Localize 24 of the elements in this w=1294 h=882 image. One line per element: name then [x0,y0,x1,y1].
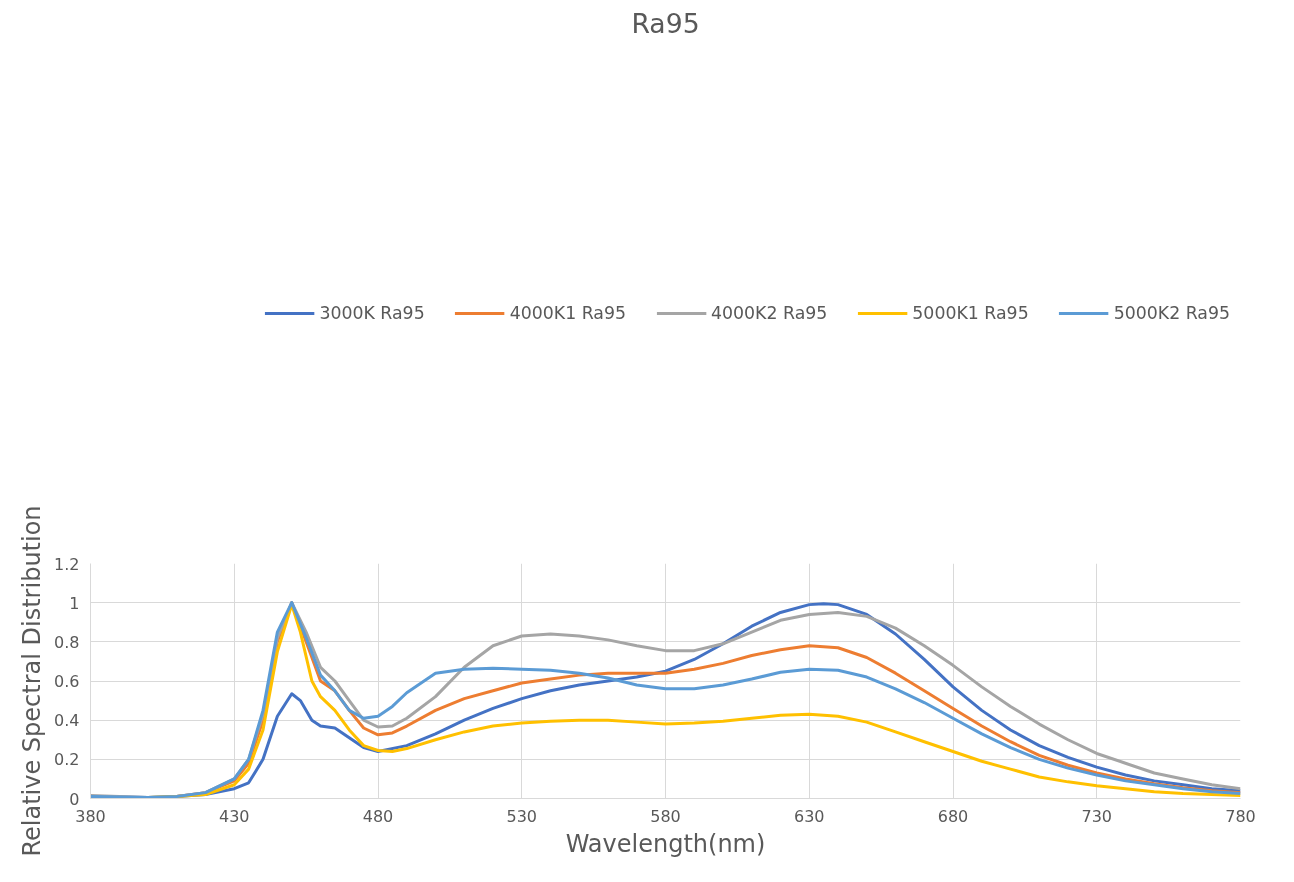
x-axis-title: Wavelength(nm) [565,829,766,858]
legend-label: 5000K2 Ra95 [1113,303,1230,323]
x-tick-label: 480 [362,806,394,826]
y-tick-label: 0.4 [54,711,80,731]
y-tick-label: 0 [69,789,80,809]
legend-label: 3000K Ra95 [319,303,425,323]
legend-label: 5000K1 Ra95 [912,303,1029,323]
x-tick-label: 580 [650,806,681,826]
y-tick-label: 1.2 [54,554,80,574]
legend-label: 4000K2 Ra95 [711,303,828,323]
x-tick-label: 680 [937,806,969,826]
x-tick-label: 530 [506,806,538,826]
chart-title: Ra95 [631,7,700,39]
x-tick-label: 430 [218,806,250,826]
y-tick-label: 0.8 [54,632,80,652]
legend-label: 4000K1 Ra95 [509,303,627,323]
x-tick-label: 780 [1225,806,1256,826]
y-tick-label: 1 [69,593,80,613]
x-tick-label: 730 [1081,806,1113,826]
x-tick-label: 630 [793,806,825,826]
x-tick-label: 380 [75,806,106,826]
y-axis-title: Relative Spectral Distribution [18,505,47,857]
y-tick-label: 0.6 [54,672,80,691]
y-tick-label: 0.2 [54,750,80,770]
